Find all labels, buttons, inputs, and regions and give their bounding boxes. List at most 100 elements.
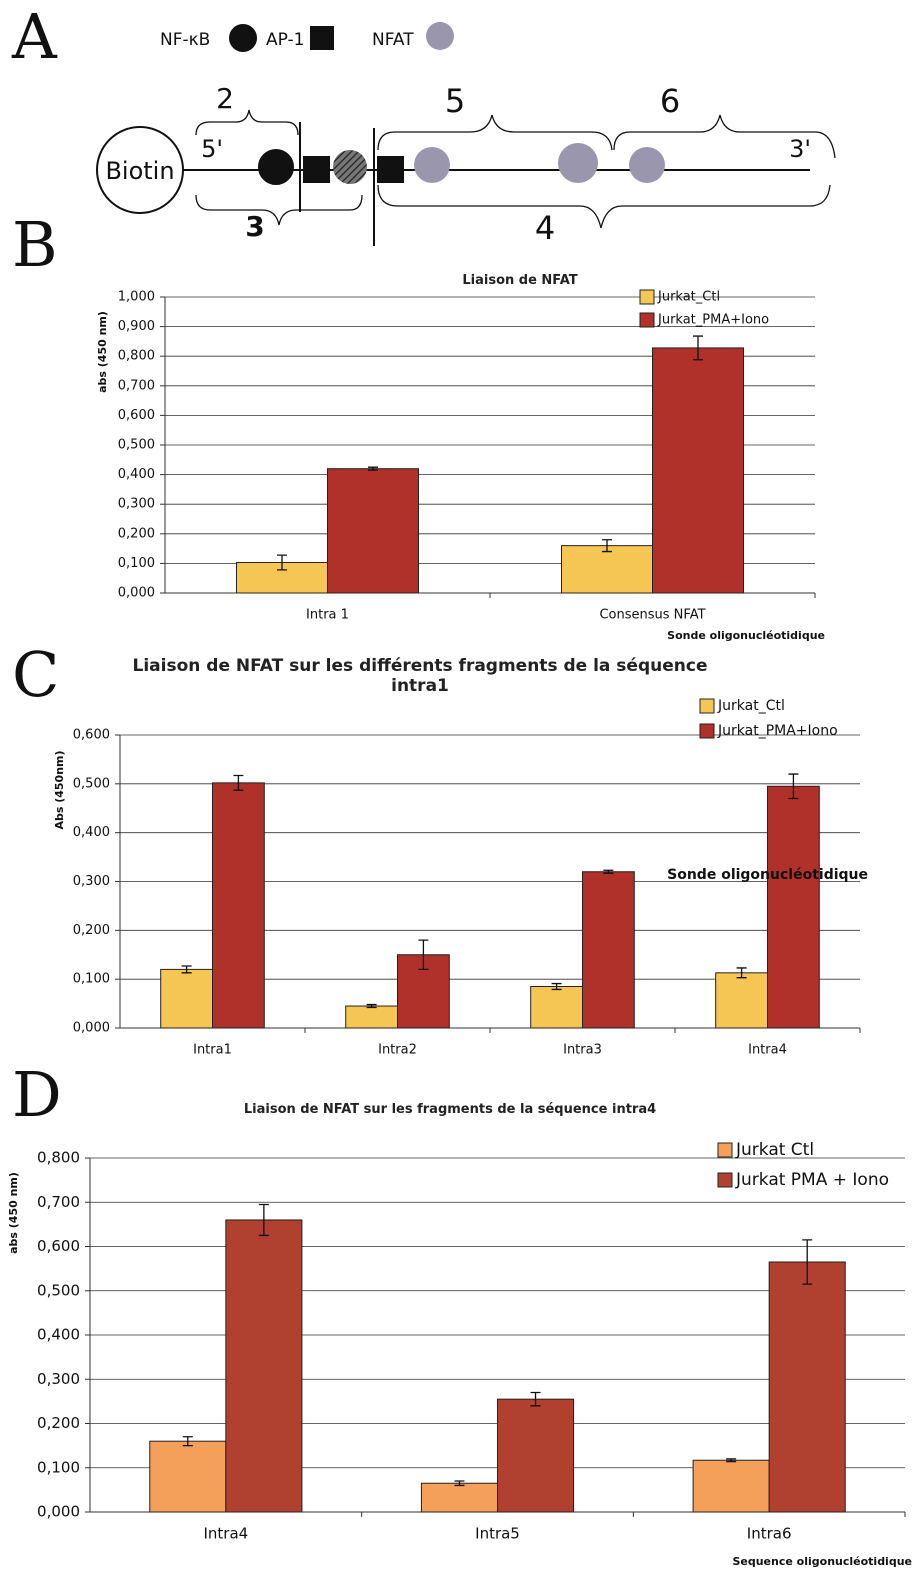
hatched-site: [333, 150, 367, 184]
y-tick-label: 0,300: [73, 874, 110, 889]
nfkb-site: [259, 150, 293, 184]
legend-label: Jurkat PMA + Iono: [735, 1170, 889, 1190]
brace: [378, 185, 830, 228]
x-tick-label: Intra2: [378, 1043, 417, 1058]
legend-label: Jurkat_Ctl: [657, 290, 720, 305]
x-axis-label: Sonde oligonucléotidique: [667, 867, 868, 883]
brace: [196, 195, 362, 225]
legend-label: Jurkat_Ctl: [717, 698, 785, 714]
y-tick-label: 0,900: [118, 319, 155, 334]
legend-label: Jurkat Ctl: [735, 1140, 814, 1160]
y-tick-label: 0,600: [118, 408, 155, 423]
brace-label: 6: [660, 82, 680, 120]
ap1-site: [304, 157, 329, 182]
y-tick-label: 0,200: [37, 1414, 80, 1432]
y-tick-label: 0,000: [73, 1021, 110, 1036]
bar: [346, 1006, 398, 1028]
x-tick-label: Intra4: [203, 1525, 248, 1543]
panel-label: B: [12, 208, 58, 281]
end-label: 5': [201, 135, 223, 163]
bar: [693, 1460, 769, 1512]
y-tick-label: 0,700: [37, 1193, 80, 1211]
x-axis-label: Sequence oligonucléotidique: [732, 1555, 912, 1568]
y-tick-label: 0,100: [73, 972, 110, 987]
y-tick-label: 0,300: [37, 1370, 80, 1388]
y-tick-label: 0,600: [73, 728, 110, 743]
chart-title: Liaison de NFAT sur les différents fragm…: [120, 656, 720, 696]
panel-label: A: [11, 0, 58, 73]
bar: [531, 986, 583, 1028]
brace: [196, 110, 298, 135]
x-tick-label: Intra 1: [306, 608, 349, 623]
y-axis-label: abs (450 nm): [96, 311, 109, 393]
bar: [213, 783, 265, 1028]
x-tick-label: Intra1: [193, 1043, 232, 1058]
bar: [716, 973, 768, 1028]
brace-label: 5: [445, 82, 465, 120]
legend-label: NFAT: [372, 30, 414, 50]
diagram: [97, 22, 835, 246]
nfkb-icon: [230, 25, 256, 51]
figure-canvas: NF-κB AP-1 NFAT Biotin 5' 3' 2 3 4 5 6 A…: [0, 0, 917, 1575]
y-tick-label: 0,000: [118, 586, 155, 601]
y-tick-label: 0,200: [118, 526, 155, 541]
bar: [161, 969, 213, 1028]
nfat-icon: [426, 22, 454, 50]
y-tick-label: 0,400: [118, 467, 155, 482]
legend-swatch: [700, 699, 714, 713]
y-tick-label: 0,100: [37, 1458, 80, 1476]
legend-swatch: [700, 724, 714, 738]
y-tick-label: 0,100: [118, 556, 155, 571]
panel-label: D: [12, 1058, 62, 1131]
legend-label: NF-κB: [160, 30, 210, 50]
y-tick-label: 0,400: [37, 1326, 80, 1344]
x-tick-label: Intra5: [475, 1525, 520, 1543]
y-tick-label: 0,800: [37, 1149, 80, 1167]
y-tick-label: 0,500: [73, 776, 110, 791]
panel-label: C: [12, 638, 59, 711]
nfat-site: [414, 147, 450, 183]
bar: [583, 872, 635, 1028]
biotin-label: Biotin: [105, 157, 174, 185]
legend-label: Jurkat_PMA+Iono: [657, 313, 769, 328]
y-tick-label: 0,500: [118, 438, 155, 453]
legend-swatch: [718, 1143, 732, 1157]
nfat-site: [629, 147, 665, 183]
bar: [328, 469, 419, 593]
y-axis-label: abs (450 nm): [7, 1172, 20, 1254]
legend-swatch: [718, 1173, 732, 1187]
bar: [653, 348, 744, 593]
nfat-site: [558, 143, 598, 183]
y-tick-label: 0,800: [118, 349, 155, 364]
legend-swatch: [640, 290, 654, 304]
y-tick-label: 1,000: [118, 290, 155, 305]
bar: [498, 1399, 574, 1512]
y-tick-label: 0,700: [118, 378, 155, 393]
x-tick-label: Consensus NFAT: [599, 608, 705, 623]
legend-swatch: [640, 313, 654, 327]
y-tick-label: 0,400: [73, 825, 110, 840]
y-tick-label: 0,200: [73, 923, 110, 938]
legend-label: AP-1: [266, 30, 304, 50]
ap1-site: [378, 157, 403, 182]
bar: [150, 1441, 226, 1512]
brace-label: 2: [216, 82, 234, 115]
chart-title: Liaison de NFAT sur les fragments de la …: [150, 1102, 750, 1117]
y-tick-label: 0,500: [37, 1281, 80, 1299]
brace-label: 3: [245, 210, 264, 243]
legend-label: Jurkat_PMA+Iono: [717, 723, 838, 739]
chart-title: Liaison de NFAT: [300, 273, 740, 288]
bar: [768, 786, 820, 1028]
bar: [562, 546, 653, 593]
y-tick-label: 0,000: [37, 1503, 80, 1521]
x-tick-label: Intra3: [563, 1043, 602, 1058]
end-label: 3': [789, 135, 811, 163]
x-tick-label: Intra6: [747, 1525, 792, 1543]
y-tick-label: 0,600: [37, 1237, 80, 1255]
brace-label: 4: [535, 209, 555, 247]
y-tick-label: 0,300: [118, 497, 155, 512]
figure: NF-κB AP-1 NFAT Biotin 5' 3' 2 3 4 5 6 A…: [0, 0, 917, 1575]
ap1-icon: [311, 27, 333, 49]
y-axis-label: Abs (450nm): [53, 750, 66, 829]
bar: [421, 1483, 497, 1512]
